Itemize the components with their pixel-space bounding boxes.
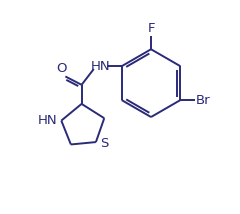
Text: HN: HN xyxy=(38,114,58,127)
Text: F: F xyxy=(147,22,155,35)
Text: O: O xyxy=(56,62,66,74)
Text: HN: HN xyxy=(90,60,110,73)
Text: Br: Br xyxy=(196,94,210,107)
Text: S: S xyxy=(100,137,108,150)
